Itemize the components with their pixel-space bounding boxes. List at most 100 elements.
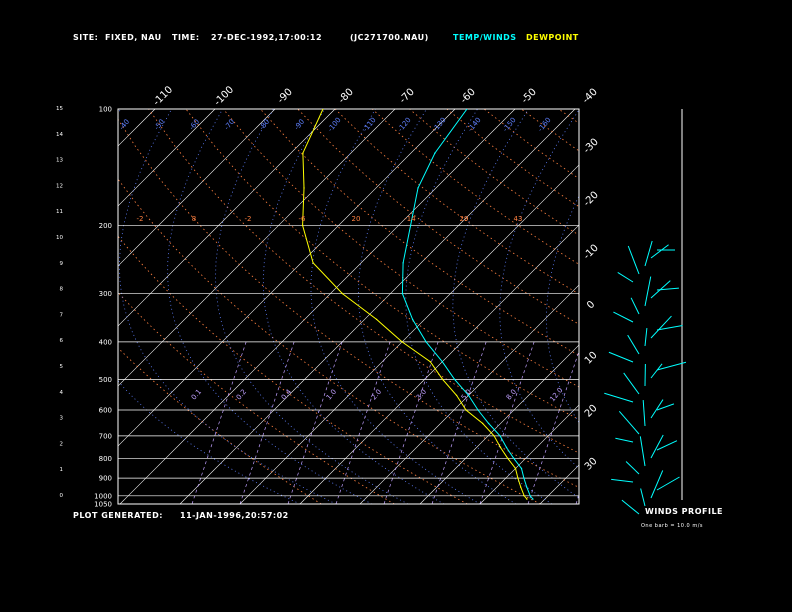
temp-tick-label-top: -70 bbox=[398, 87, 417, 106]
dry-adiabats bbox=[118, 109, 792, 504]
moist-adiabat-label: -120 bbox=[396, 116, 412, 133]
pressure-tick-label: 600 bbox=[99, 406, 112, 414]
height-tick-label: 11 bbox=[56, 209, 63, 215]
mixing-ratio-label: 0.4 bbox=[280, 387, 294, 401]
legend-dewpoint: DEWPOINT bbox=[526, 33, 579, 42]
wind-barb bbox=[625, 461, 640, 475]
dewpoint-point bbox=[523, 495, 525, 497]
temperature-point bbox=[513, 457, 515, 459]
wind-barb bbox=[618, 411, 640, 435]
wind-barb bbox=[656, 361, 687, 371]
temperature-point bbox=[505, 446, 508, 449]
moist-adiabat bbox=[499, 109, 579, 469]
wind-barb bbox=[627, 334, 640, 355]
dry-adiabat bbox=[409, 109, 579, 236]
moist-adiabat-label: -90 bbox=[293, 118, 306, 132]
temp-tick-label-right: -20 bbox=[582, 190, 601, 209]
wind-barb bbox=[644, 328, 648, 347]
height-tick-label: 15 bbox=[56, 106, 63, 112]
dry-adiabat bbox=[118, 118, 579, 488]
wind-barb bbox=[630, 297, 640, 315]
wind-barb bbox=[650, 470, 664, 499]
pressure-tick-label: 1050 bbox=[94, 501, 112, 509]
temperature-point bbox=[401, 292, 404, 295]
dry-adiabat bbox=[297, 109, 579, 325]
moist-adiabat bbox=[118, 109, 301, 504]
moist-adiabat bbox=[215, 109, 409, 504]
plot-generated-label: PLOT GENERATED: bbox=[73, 511, 163, 520]
isotherm-line bbox=[359, 284, 579, 504]
mixing-ratio-label: 0.2 bbox=[235, 388, 248, 402]
temp-tick-label-top: -90 bbox=[276, 87, 295, 106]
dry-adiabat bbox=[633, 109, 792, 504]
temperature-point bbox=[523, 477, 525, 479]
moist-adiabat bbox=[167, 109, 373, 504]
isotherm-line bbox=[179, 109, 576, 504]
height-tick-label: 5 bbox=[60, 364, 64, 370]
isotherm-line bbox=[0, 109, 35, 504]
dewpoint-point bbox=[429, 361, 431, 363]
wind-barb bbox=[650, 244, 669, 259]
height-tick-label: 10 bbox=[56, 235, 63, 241]
file-name: (JC271700.NAU) bbox=[350, 33, 429, 42]
wind-barb bbox=[656, 403, 675, 411]
skew-lines bbox=[0, 109, 792, 504]
moist-adiabat-label: -100 bbox=[326, 116, 342, 133]
moist-adiabat bbox=[357, 109, 517, 504]
isotherm-line bbox=[600, 109, 792, 504]
dewpoint-point bbox=[341, 292, 344, 295]
wind-barb bbox=[650, 399, 664, 419]
wind-barb bbox=[608, 351, 634, 363]
pressure-tick-label: 900 bbox=[99, 475, 112, 483]
dry-adiabat bbox=[260, 109, 579, 356]
dry-adiabat bbox=[483, 109, 579, 180]
wind-barb bbox=[627, 245, 640, 275]
temp-tick-label-right: -30 bbox=[582, 137, 601, 156]
temp-tick-label-top: -60 bbox=[459, 87, 478, 106]
wind-barb bbox=[650, 434, 664, 459]
temp-tick-label-top: -110 bbox=[151, 84, 175, 108]
plot-generated-value: 11-JAN-1996,20:57:02 bbox=[180, 511, 289, 520]
dry-adiabat bbox=[334, 109, 579, 295]
mixing-ratio-lines bbox=[191, 341, 579, 504]
mixing-ratio-line bbox=[527, 350, 579, 504]
temp-tick-label-top: -50 bbox=[520, 87, 539, 106]
moist-adiabat-label: -150 bbox=[501, 116, 517, 133]
temperature-line bbox=[401, 109, 534, 500]
wind-barb bbox=[623, 372, 640, 395]
dry-adiabat bbox=[596, 109, 792, 504]
moist-adiabat-label: -70 bbox=[223, 118, 236, 132]
dewpoint-point bbox=[526, 498, 528, 500]
mixing-ratio-line bbox=[287, 341, 343, 504]
wind-barb bbox=[656, 324, 683, 331]
height-tick-label: 7 bbox=[60, 312, 64, 318]
temperature-point bbox=[441, 361, 443, 363]
dry-adiabat-label: -2 bbox=[245, 215, 252, 223]
site-value: FIXED, NAU bbox=[105, 33, 162, 42]
wind-barb bbox=[621, 499, 640, 515]
dry-adiabat-label: 8 bbox=[192, 215, 196, 223]
isotherm-line bbox=[299, 224, 579, 504]
dry-adiabat bbox=[521, 109, 579, 152]
temp-tick-label-top: -40 bbox=[581, 87, 600, 106]
moist-adiabat-label: -60 bbox=[188, 118, 201, 132]
mixing-ratio-label: 1.0 bbox=[325, 388, 338, 402]
dry-adiabat-label: 20 bbox=[352, 215, 361, 223]
dry-adiabat bbox=[148, 109, 579, 454]
isotherm-line bbox=[479, 404, 579, 504]
dry-adiabat bbox=[222, 109, 579, 388]
pressure-tick-label: 800 bbox=[99, 455, 112, 463]
dewpoint-point bbox=[499, 446, 502, 449]
site-label: SITE: bbox=[73, 33, 99, 42]
temperature-point bbox=[425, 341, 427, 343]
dewpoint-point bbox=[514, 467, 517, 470]
wind-profile bbox=[604, 109, 687, 515]
isotherm-line bbox=[118, 109, 396, 387]
plot-frame bbox=[117, 108, 580, 505]
height-tick-label: 8 bbox=[60, 287, 64, 293]
moist-adiabat-label: -110 bbox=[361, 116, 377, 133]
moist-adiabat-label: -40 bbox=[118, 118, 131, 132]
height-tick-label: 9 bbox=[60, 261, 64, 267]
pressure-tick-label: 200 bbox=[99, 222, 112, 230]
wind-barb bbox=[640, 488, 646, 507]
